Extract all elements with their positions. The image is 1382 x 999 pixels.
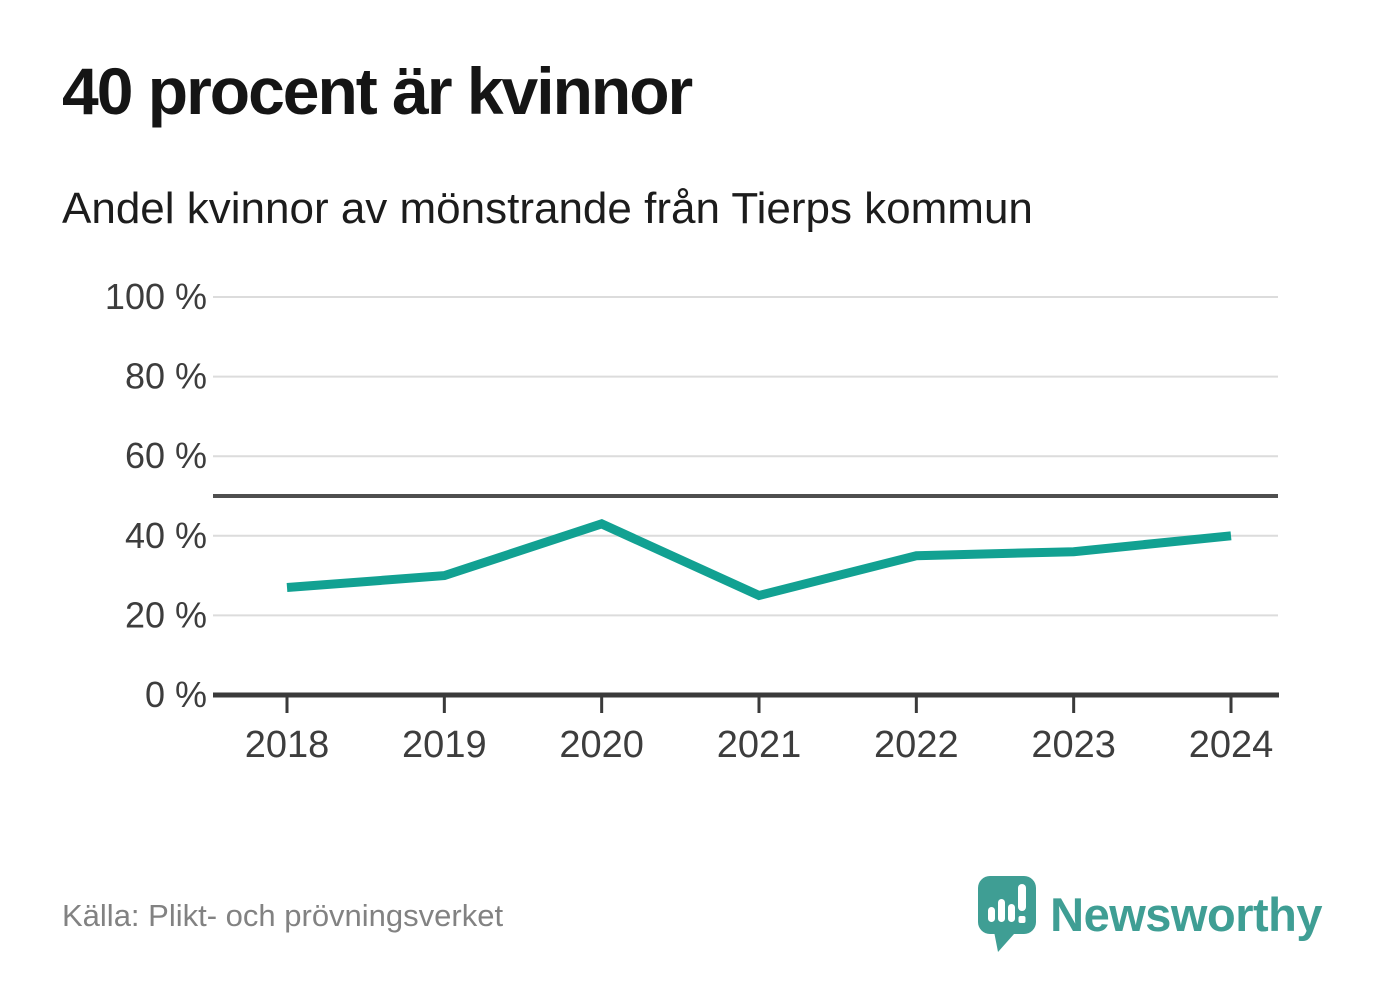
x-tick-label-2020: 2020 <box>559 724 644 766</box>
x-tick-label-2024: 2024 <box>1189 724 1274 766</box>
source-note: Källa: Plikt- och prövningsverket <box>62 898 504 933</box>
x-tick-label-2023: 2023 <box>1031 724 1116 766</box>
y-tick-label-100: 100 % <box>105 276 207 317</box>
x-tick-label-2022: 2022 <box>874 724 959 766</box>
x-tick-label-2018: 2018 <box>245 724 330 766</box>
series-line-0 <box>286 519 1232 601</box>
brand-name: Newsworthy <box>1050 887 1322 941</box>
x-tick-label-2021: 2021 <box>717 724 802 766</box>
y-tick-label-20: 20 % <box>125 594 207 635</box>
x-tick-label-2019: 2019 <box>402 724 487 766</box>
chart-title: 40 procent är kvinnor <box>62 54 693 128</box>
y-tick-label-80: 80 % <box>125 356 207 397</box>
chart-subtitle: Andel kvinnor av mönstrande från Tierps … <box>62 184 1033 233</box>
y-tick-label-0: 0 % <box>145 674 207 715</box>
y-tick-label-60: 60 % <box>125 435 207 476</box>
brand-logo: Newsworthy <box>978 876 1322 952</box>
newsworthy-logo-icon <box>978 876 1037 952</box>
y-tick-label-40: 40 % <box>125 515 207 556</box>
